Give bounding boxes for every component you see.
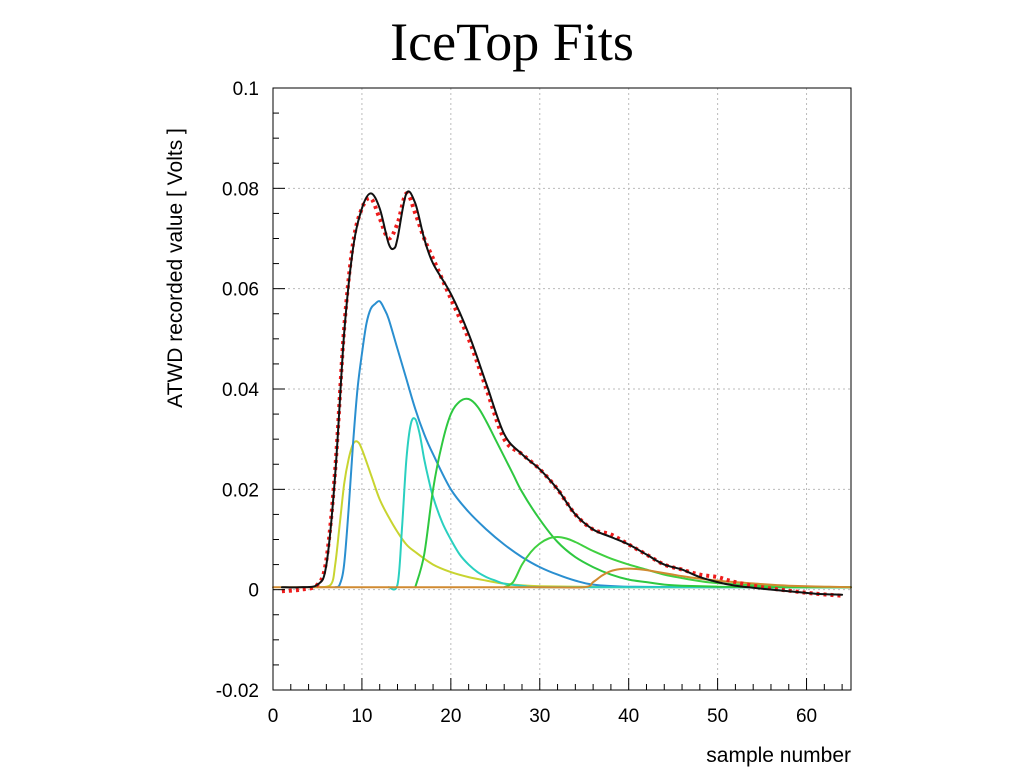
y-tick-label: 0.08 xyxy=(222,179,259,200)
x-axis-label: sample number xyxy=(706,744,851,767)
y-axis-label: ATWD recorded value [ Volts ] xyxy=(164,128,187,408)
x-tick-label: 30 xyxy=(529,706,550,727)
y-tick-label: 0 xyxy=(248,581,259,602)
fit-component-4-line xyxy=(414,397,852,589)
fit-component-6-line xyxy=(272,567,852,589)
y-tick-label: 0.04 xyxy=(222,380,259,401)
x-tick-label: 60 xyxy=(796,706,817,727)
total-fit-line xyxy=(280,190,844,596)
slide-title: IceTop Fits xyxy=(390,12,634,72)
fit-component-5-line xyxy=(503,536,852,589)
data-series-line xyxy=(281,191,843,598)
series-group xyxy=(272,190,852,598)
ticks: 0 10 20 30 40 50 60 -0.02 0 0.02 0.04 0.06 0.08 0.1 xyxy=(216,79,843,727)
fit-component-3-line xyxy=(387,417,852,591)
y-tick-label: 0.1 xyxy=(233,79,259,100)
x-tick-label: 50 xyxy=(707,706,728,727)
y-tick-label: -0.02 xyxy=(216,681,259,702)
x-tick-label: 20 xyxy=(440,706,461,727)
x-tick-label: 0 xyxy=(268,706,279,727)
fit-component-1-line xyxy=(316,440,852,589)
y-tick-label: 0.02 xyxy=(222,480,259,501)
x-tick-label: 40 xyxy=(618,706,639,727)
grid xyxy=(273,88,851,690)
fit-component-2-line xyxy=(334,300,852,589)
x-tick-label: 10 xyxy=(351,706,372,727)
y-tick-label: 0.06 xyxy=(222,280,259,301)
